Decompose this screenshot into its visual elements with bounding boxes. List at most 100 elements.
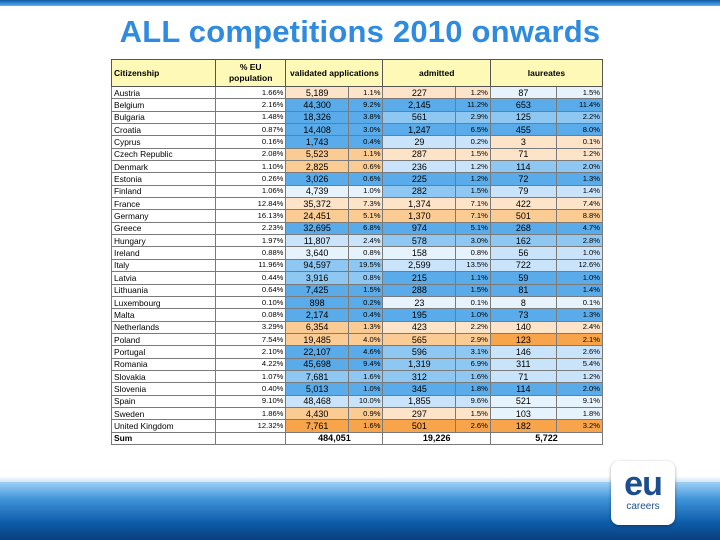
country-cell: Austria bbox=[111, 85, 216, 100]
admitted-count-cell: 225 bbox=[382, 172, 457, 186]
admitted-share-cell: 1.0% bbox=[455, 308, 491, 322]
eu-population-cell: 0.10% bbox=[214, 295, 287, 310]
validated-count-cell: 14,408 bbox=[285, 123, 349, 137]
admitted-count-cell: 345 bbox=[382, 382, 457, 396]
laureates-share-cell: 1.0% bbox=[555, 246, 604, 260]
validated-count-cell: 11,807 bbox=[285, 234, 349, 248]
table-row: Ireland 0.88% 3,640 0.8% 158 0.8% 56 1.0% bbox=[111, 246, 604, 260]
admitted-share-cell: 1.5% bbox=[455, 147, 491, 162]
admitted-share-cell: 0.8% bbox=[455, 246, 491, 260]
table-row: Hungary 1.97% 11,807 2.4% 578 3.0% 162 2.8% bbox=[111, 234, 604, 248]
laureates-share-cell: 12.6% bbox=[555, 258, 604, 273]
laureates-share-cell: 2.6% bbox=[555, 345, 604, 359]
table-row: Germany 16.13% 24,451 5.1% 1,370 7.1% 501 8.8% bbox=[111, 209, 604, 223]
logo-careers-text: careers bbox=[626, 501, 660, 512]
eu-population-cell: 0.88% bbox=[214, 246, 287, 260]
table-row: Netherlands 3.29% 6,354 1.3% 423 2.2% 140 2.4% bbox=[111, 320, 604, 334]
laureates-share-cell: 1.3% bbox=[555, 172, 604, 186]
eu-population-cell: 11.96% bbox=[214, 258, 287, 273]
admitted-share-cell: 5.1% bbox=[455, 221, 491, 236]
laureates-share-cell: 1.4% bbox=[555, 184, 604, 199]
laureates-count-cell: 521 bbox=[489, 394, 557, 408]
country-cell: Lithuania bbox=[111, 283, 216, 297]
table-row: France 12.84% 35,372 7.3% 1,374 7.1% 422 7.4% bbox=[111, 197, 604, 211]
validated-share-cell: 10.0% bbox=[347, 394, 384, 408]
table-row: Italy 11.96% 94,597 19.5% 2,599 13.5% 722 12.6% bbox=[111, 258, 604, 273]
validated-count-cell: 35,372 bbox=[285, 197, 349, 211]
laureates-count-cell: 87 bbox=[489, 85, 557, 100]
country-cell: Greece bbox=[111, 221, 216, 236]
eu-population-cell: 1.10% bbox=[214, 160, 287, 174]
admitted-share-cell: 6.9% bbox=[455, 357, 491, 371]
table-row: Portugal 2.10% 22,107 4.6% 596 3.1% 146 2.6% bbox=[111, 345, 604, 359]
admitted-share-cell: 1.5% bbox=[455, 283, 491, 297]
country-cell: Luxembourg bbox=[111, 295, 216, 310]
eu-careers-logo: eu careers bbox=[611, 461, 675, 525]
validated-count-cell: 6,354 bbox=[285, 320, 349, 334]
laureates-share-cell: 1.4% bbox=[555, 283, 604, 297]
validated-count-cell: 22,107 bbox=[285, 345, 349, 359]
eu-population-cell: 0.16% bbox=[214, 135, 287, 149]
country-cell: Croatia bbox=[111, 123, 216, 137]
admitted-count-cell: 501 bbox=[382, 419, 457, 433]
admitted-share-cell: 2.2% bbox=[455, 320, 491, 334]
eu-population-cell: 1.06% bbox=[214, 184, 287, 199]
table-row: Lithuania 0.64% 7,425 1.5% 288 1.5% 81 1.4% bbox=[111, 283, 604, 297]
table-row: Czech Republic 2.08% 5,523 1.1% 287 1.5% 71 1.2… bbox=[111, 147, 604, 162]
laureates-share-cell: 1.3% bbox=[555, 308, 604, 322]
validated-count-cell: 7,681 bbox=[285, 369, 349, 384]
country-cell: Cyprus bbox=[111, 135, 216, 149]
bottom-decor-band bbox=[0, 482, 720, 540]
laureates-share-cell: 1.8% bbox=[555, 406, 604, 421]
admitted-share-cell: 1.2% bbox=[455, 160, 491, 174]
admitted-count-cell: 423 bbox=[382, 320, 457, 334]
eu-population-cell: 1.97% bbox=[214, 234, 287, 248]
admitted-share-cell: 1.1% bbox=[455, 271, 491, 285]
validated-count-cell: 7,425 bbox=[285, 283, 349, 297]
sum-laureates-cell: 5,722 bbox=[489, 431, 604, 445]
validated-count-cell: 5,523 bbox=[285, 147, 349, 162]
eu-population-cell: 1.07% bbox=[214, 369, 287, 384]
laureates-count-cell: 422 bbox=[489, 197, 557, 211]
validated-count-cell: 4,430 bbox=[285, 406, 349, 421]
laureates-share-cell: 0.1% bbox=[555, 295, 604, 310]
laureates-share-cell: 2.1% bbox=[555, 332, 604, 347]
table-body: Austria 1.66% 5,189 1.1% 227 1.2% 87 1.5% Belgiu… bbox=[111, 85, 604, 445]
admitted-count-cell: 215 bbox=[382, 271, 457, 285]
validated-share-cell: 2.4% bbox=[347, 234, 384, 248]
validated-share-cell: 0.6% bbox=[347, 160, 384, 174]
admitted-count-cell: 29 bbox=[382, 135, 457, 149]
laureates-count-cell: 56 bbox=[489, 246, 557, 260]
validated-share-cell: 3.8% bbox=[347, 110, 384, 125]
admitted-share-cell: 1.5% bbox=[455, 184, 491, 199]
validated-share-cell: 1.0% bbox=[347, 382, 384, 396]
admitted-share-cell: 2.6% bbox=[455, 419, 491, 433]
table-row: Latvia 0.44% 3,916 0.8% 215 1.1% 59 1.0% bbox=[111, 271, 604, 285]
admitted-share-cell: 1.5% bbox=[455, 406, 491, 421]
validated-count-cell: 2,825 bbox=[285, 160, 349, 174]
table-header-row: Citizenship % EU population validated ap… bbox=[111, 59, 604, 87]
eu-population-cell: 4.22% bbox=[214, 357, 287, 371]
validated-share-cell: 0.6% bbox=[347, 172, 384, 186]
validated-share-cell: 1.1% bbox=[347, 147, 384, 162]
admitted-share-cell: 7.1% bbox=[455, 197, 491, 211]
admitted-count-cell: 2,599 bbox=[382, 258, 457, 273]
laureates-share-cell: 1.5% bbox=[555, 85, 604, 100]
eu-population-cell: 2.08% bbox=[214, 147, 287, 162]
laureates-count-cell: 311 bbox=[489, 357, 557, 371]
laureates-share-cell: 1.2% bbox=[555, 147, 604, 162]
eu-population-cell: 3.29% bbox=[214, 320, 287, 334]
admitted-count-cell: 158 bbox=[382, 246, 457, 260]
country-cell: Belgium bbox=[111, 98, 216, 112]
validated-count-cell: 44,300 bbox=[285, 98, 349, 112]
validated-share-cell: 1.3% bbox=[347, 320, 384, 334]
validated-count-cell: 45,698 bbox=[285, 357, 349, 371]
admitted-count-cell: 288 bbox=[382, 283, 457, 297]
laureates-count-cell: 114 bbox=[489, 160, 557, 174]
validated-count-cell: 7,761 bbox=[285, 419, 349, 433]
validated-count-cell: 32,695 bbox=[285, 221, 349, 236]
admitted-count-cell: 596 bbox=[382, 345, 457, 359]
country-cell: Czech Republic bbox=[111, 147, 216, 162]
laureates-share-cell: 9.1% bbox=[555, 394, 604, 408]
table-row: Poland 7.54% 19,485 4.0% 565 2.9% 123 2.1% bbox=[111, 332, 604, 347]
